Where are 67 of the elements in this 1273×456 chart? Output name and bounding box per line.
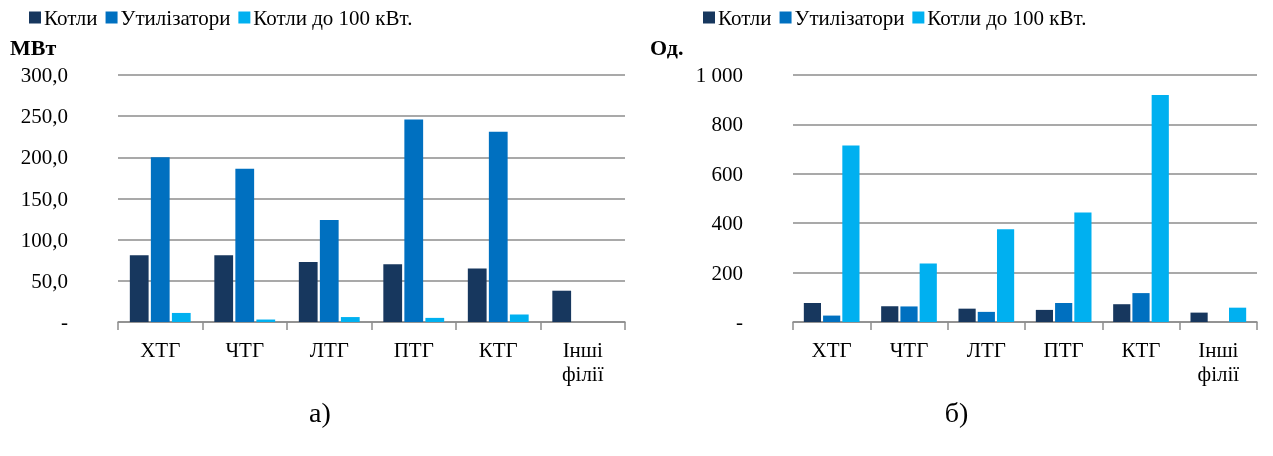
y-tick-label: 200	[711, 260, 743, 285]
bar	[488, 131, 508, 322]
x-tick-label: Інші філії	[1197, 338, 1240, 386]
y-tick-label: 250,0	[20, 104, 68, 129]
y-tick-label: 600	[711, 161, 743, 186]
bar	[1055, 302, 1073, 322]
y-tick-label: -	[736, 310, 743, 334]
legend-label: Утилізатори	[120, 5, 231, 30]
text: а)	[309, 396, 331, 428]
legend-label: Утилізатори	[794, 5, 905, 30]
bar	[977, 311, 995, 322]
legend-label: Котли	[718, 5, 772, 30]
x-tick-label: КТГ	[478, 338, 518, 362]
x-tick-label: ЧТГ	[889, 338, 929, 362]
y-tick-label: 50,0	[31, 268, 68, 293]
x-tick-label: ЛТГ	[309, 338, 349, 362]
bar	[996, 229, 1015, 322]
y-axis-title: Од.	[650, 34, 684, 60]
bar	[383, 264, 403, 322]
text: б)	[944, 396, 969, 428]
bar	[509, 314, 529, 322]
x-tick-label: Інші філії	[561, 338, 604, 386]
x-tick-label: ЧТГ	[225, 338, 265, 362]
x-tick-label: ХТГ	[140, 338, 181, 362]
bar	[1035, 309, 1054, 322]
bar	[1190, 312, 1208, 322]
x-tick-label: ПТГ	[393, 338, 434, 362]
x-tick-label: КТГ	[1121, 338, 1161, 362]
y-tick-label: 150,0	[20, 186, 68, 211]
bar	[1132, 293, 1150, 322]
bar	[171, 312, 191, 322]
bar	[150, 157, 170, 322]
bar	[823, 315, 841, 322]
bar	[235, 168, 255, 322]
bar	[842, 145, 860, 322]
bar	[404, 119, 424, 322]
bar	[340, 317, 360, 322]
y-tick-label: 1 000	[695, 63, 743, 87]
y-tick-label: 400	[711, 211, 743, 236]
bar	[900, 306, 918, 322]
bar	[1228, 307, 1247, 322]
bar	[881, 306, 899, 322]
y-tick-label: 100,0	[20, 227, 68, 252]
legend-label: Котли	[44, 5, 98, 30]
bar	[1113, 304, 1131, 322]
y-tick-label: -	[61, 310, 68, 334]
bar	[1151, 95, 1169, 322]
x-tick-label: ПТГ	[1043, 338, 1084, 362]
bar	[425, 317, 445, 322]
bar	[214, 255, 234, 322]
bar	[1074, 212, 1092, 322]
bar	[958, 308, 976, 322]
bar	[803, 302, 822, 322]
bar	[467, 268, 487, 322]
legend-label: Котли до 100 кВт.	[927, 5, 1087, 30]
x-tick-label: ЛТГ	[966, 338, 1006, 362]
bar	[298, 261, 318, 322]
bar	[919, 263, 937, 322]
legend-label: Котли до 100 кВт.	[253, 5, 413, 30]
y-tick-label: 200,0	[20, 145, 68, 170]
y-axis-title: МВт	[10, 34, 57, 60]
bar	[319, 219, 339, 322]
y-tick-label: 300,0	[20, 63, 68, 87]
bar	[129, 255, 149, 322]
y-tick-label: 800	[711, 112, 743, 137]
bar	[552, 290, 572, 322]
x-tick-label: ХТГ	[811, 338, 852, 362]
